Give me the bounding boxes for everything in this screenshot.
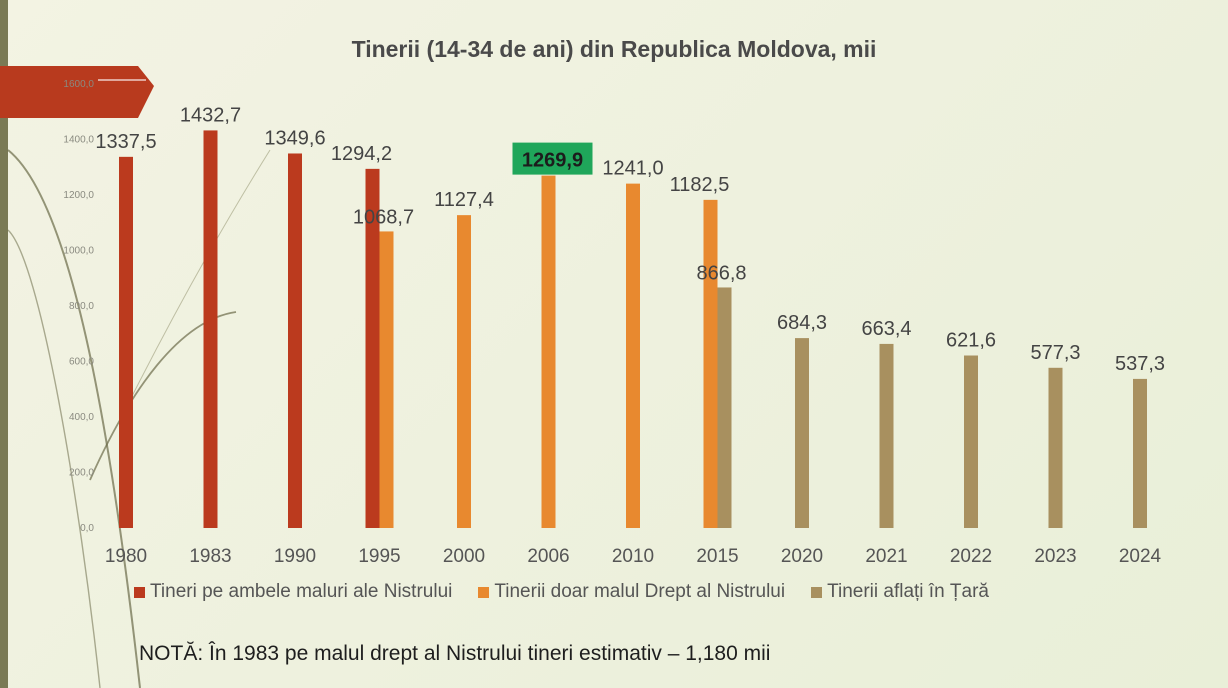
decor-curve xyxy=(7,229,101,688)
label-highlight xyxy=(512,142,593,175)
bar xyxy=(379,231,394,529)
x-tick-label: 2023 xyxy=(1034,546,1076,567)
bar xyxy=(964,355,978,528)
x-tick-label: 2020 xyxy=(781,546,823,567)
data-label: 684,3 xyxy=(777,312,827,334)
left-decor-strip xyxy=(0,0,8,688)
legend-item: Tinerii aflați în Țară xyxy=(811,581,989,603)
x-tick-label: 2024 xyxy=(1119,546,1162,567)
bar xyxy=(1048,367,1063,528)
legend-item: Tinerii doar malul Drept al Nistrului xyxy=(478,581,785,603)
x-tick-label: 2006 xyxy=(527,546,569,567)
y-tick-label: 1400,0 xyxy=(63,135,94,146)
bar xyxy=(288,153,302,528)
data-label: 1337,5 xyxy=(95,131,156,153)
data-label: 1068,7 xyxy=(353,206,414,228)
data-label: 577,3 xyxy=(1030,342,1080,364)
legend-swatch xyxy=(478,586,490,598)
x-tick-label: 1980 xyxy=(105,546,147,567)
bar xyxy=(1133,378,1147,528)
chart-legend: Tineri pe ambele maluri ale Nistrului Tin… xyxy=(134,580,1015,604)
bar xyxy=(119,156,133,528)
data-label: 1432,7 xyxy=(180,104,241,126)
data-label: 866,8 xyxy=(696,262,746,284)
data-label: 1349,6 xyxy=(264,127,325,149)
y-tick-label: 0,0 xyxy=(80,523,94,534)
x-tick-label: 1995 xyxy=(358,546,400,567)
data-label: 1241,0 xyxy=(602,158,663,180)
y-tick-label: 200,0 xyxy=(69,468,94,479)
x-tick-label: 1990 xyxy=(274,546,316,567)
x-tick-label: 1983 xyxy=(189,546,231,567)
data-label: 1269,9 xyxy=(522,150,583,172)
note-text: NOTĂ: În 1983 pe malul drept al Nistrulu… xyxy=(139,642,771,665)
y-tick-label: 1600,0 xyxy=(63,79,94,90)
bar xyxy=(795,338,809,528)
data-label: 663,4 xyxy=(861,318,911,340)
data-label: 1182,5 xyxy=(670,174,730,196)
decorative-lines xyxy=(0,66,271,688)
bar xyxy=(457,215,471,529)
bar xyxy=(541,175,556,528)
data-label: 1294,2 xyxy=(331,143,392,165)
chart-title: Tinerii (14-34 de ani) din Republica Mol… xyxy=(351,36,877,62)
bar xyxy=(365,168,380,528)
data-label: 621,6 xyxy=(946,330,996,352)
data-label: 537,3 xyxy=(1115,353,1165,375)
x-tick-label: 2022 xyxy=(950,546,992,567)
y-tick-label: 1200,0 xyxy=(63,190,94,201)
y-tick-label: 800,0 xyxy=(69,301,94,312)
legend-swatch xyxy=(811,586,823,598)
bar xyxy=(717,287,732,528)
x-tick-label: 2000 xyxy=(443,546,485,567)
y-tick-label: 600,0 xyxy=(69,357,94,368)
y-tick-label: 1000,0 xyxy=(63,246,94,257)
decor-curve xyxy=(7,149,141,688)
legend-label: Tinerii aflați în Țară xyxy=(827,581,990,602)
x-tick-label: 2021 xyxy=(865,546,907,567)
decor-curve xyxy=(119,149,271,421)
bar xyxy=(203,130,218,528)
x-tick-label: 2010 xyxy=(612,546,654,567)
bar xyxy=(703,199,718,528)
legend-item: Tineri pe ambele maluri ale Nistrului xyxy=(134,581,452,603)
legend-label: Tinerii doar malul Drept al Nistrului xyxy=(494,581,786,602)
y-tick-label: 400,0 xyxy=(69,412,94,423)
x-tick-label: 2015 xyxy=(696,546,738,567)
data-label: 1127,4 xyxy=(434,189,494,211)
legend-swatch xyxy=(134,586,145,598)
legend-label: Tineri pe ambele maluri ale Nistrului xyxy=(150,581,453,602)
bar xyxy=(879,343,894,528)
bar xyxy=(626,183,640,528)
red-arrow-banner xyxy=(0,66,154,118)
